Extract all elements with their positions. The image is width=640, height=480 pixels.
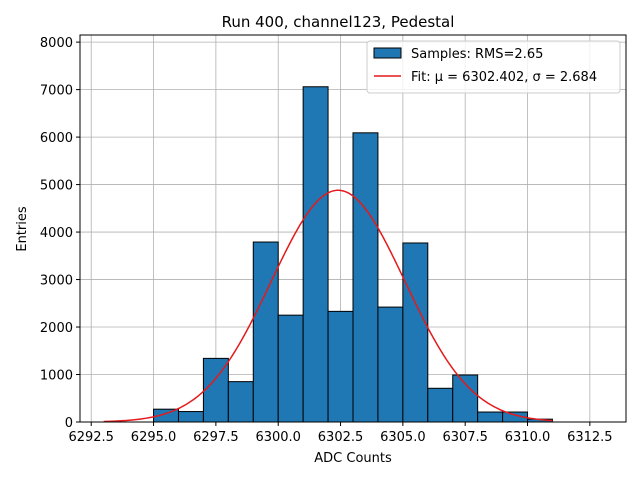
legend-label-fit: Fit: μ = 6302.402, σ = 2.684 <box>411 70 597 85</box>
x-tick-label: 6300.0 <box>255 430 301 445</box>
histogram-bars <box>153 86 553 423</box>
legend-swatch-samples <box>373 47 402 59</box>
histogram-bar <box>302 86 329 423</box>
x-tick-label: 6297.5 <box>193 430 239 445</box>
plot-frame <box>79 34 627 423</box>
y-axis: 0 1000 2000 3000 4000 5000 6000 7000 8000 <box>40 36 80 431</box>
y-axis-title: Entries <box>15 206 30 252</box>
x-tick-label: 6302.5 <box>318 430 364 445</box>
chart-title: Run 400, channel123, Pedestal <box>222 13 455 31</box>
x-tick-label: 6305.0 <box>380 430 426 445</box>
legend: Samples: RMS=2.65 Fit: μ = 6302.402, σ =… <box>366 40 621 94</box>
y-tick-label: 4000 <box>40 226 73 241</box>
x-tick-label: 6312.5 <box>567 430 613 445</box>
fit-curve <box>103 189 553 423</box>
x-tick-label: 6292.5 <box>68 430 114 445</box>
y-tick-label: 6000 <box>40 131 73 146</box>
y-tick-label: 0 <box>65 416 73 431</box>
histogram-bar <box>327 310 354 423</box>
histogram-bar <box>452 374 479 423</box>
x-axis: 6292.5 6295.0 6297.5 6300.0 6302.5 6305.0 6307… <box>68 422 613 445</box>
histogram-bar <box>277 314 304 423</box>
histogram-bar <box>252 241 279 423</box>
legend-label-samples: Samples: RMS=2.65 <box>411 47 543 62</box>
x-tick-label: 6295.0 <box>131 430 177 445</box>
y-tick-label: 8000 <box>40 36 73 51</box>
y-tick-label: 7000 <box>40 84 73 99</box>
histogram-bar <box>477 411 504 423</box>
x-axis-title: ADC Counts <box>314 451 392 466</box>
y-tick-label: 5000 <box>40 179 73 194</box>
histogram-bar <box>227 381 254 423</box>
y-tick-label: 2000 <box>40 321 73 336</box>
histogram-bar <box>402 242 429 423</box>
legend-box <box>366 40 621 94</box>
y-tick-label: 3000 <box>40 274 73 289</box>
x-tick-label: 6310.0 <box>505 430 551 445</box>
histogram-bar <box>202 357 229 423</box>
y-tick-label: 1000 <box>40 369 73 384</box>
histogram-bar <box>427 387 454 423</box>
histogram-bar <box>352 132 379 423</box>
histogram-bar <box>177 411 204 423</box>
x-tick-label: 6307.5 <box>442 430 488 445</box>
histogram-bar <box>377 306 404 423</box>
